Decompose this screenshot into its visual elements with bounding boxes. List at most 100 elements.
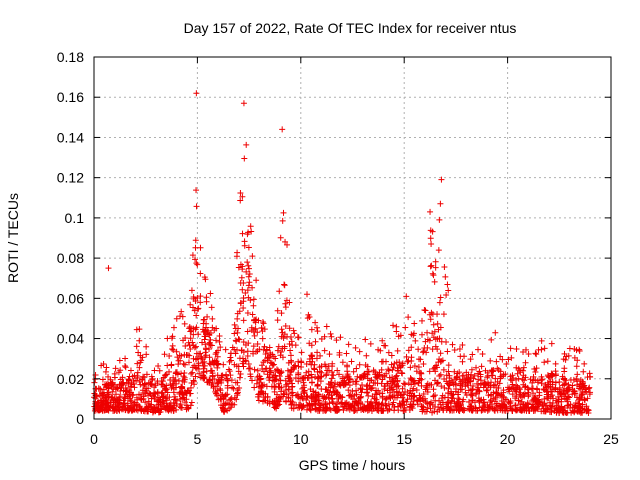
data-point <box>246 279 253 286</box>
data-point <box>438 383 445 390</box>
data-point <box>193 343 200 350</box>
data-point <box>528 404 535 411</box>
data-point <box>289 389 296 396</box>
data-point <box>499 356 506 363</box>
data-point <box>405 347 412 354</box>
data-point <box>164 394 171 401</box>
data-point <box>372 368 379 375</box>
data-point <box>418 376 425 383</box>
data-point <box>329 360 336 367</box>
data-point <box>411 377 418 384</box>
data-point <box>512 386 519 393</box>
data-point <box>282 377 289 384</box>
data-point <box>281 331 288 338</box>
data-point <box>507 404 514 411</box>
data-point <box>308 326 315 333</box>
data-point <box>127 367 134 374</box>
data-point <box>233 338 240 345</box>
data-point <box>564 387 571 394</box>
data-point <box>151 367 158 374</box>
data-point <box>143 343 150 350</box>
data-point <box>186 341 193 348</box>
data-point <box>278 348 285 355</box>
data-point <box>304 393 311 400</box>
data-point <box>181 361 188 368</box>
data-point <box>295 401 302 408</box>
data-point <box>199 339 206 346</box>
data-point <box>350 368 357 375</box>
data-point <box>278 368 285 375</box>
data-point <box>522 401 529 408</box>
data-point <box>328 375 335 382</box>
data-point <box>146 390 153 397</box>
data-point <box>203 320 210 327</box>
data-point <box>420 360 427 367</box>
data-point <box>290 327 297 334</box>
data-point <box>167 377 174 384</box>
data-point <box>440 405 447 412</box>
data-point <box>155 362 162 369</box>
data-point <box>200 316 207 323</box>
data-point <box>520 364 527 371</box>
data-point <box>456 346 463 353</box>
data-point <box>407 364 414 371</box>
data-point <box>192 237 199 244</box>
data-point <box>525 386 532 393</box>
data-point <box>532 369 539 376</box>
data-point <box>140 373 147 380</box>
data-point <box>190 378 197 385</box>
data-point <box>541 359 548 366</box>
data-point <box>323 386 330 393</box>
data-point <box>393 359 400 366</box>
data-point <box>318 385 325 392</box>
data-point <box>193 90 200 97</box>
data-point <box>522 359 529 366</box>
data-point <box>431 328 438 335</box>
data-point <box>327 330 334 337</box>
data-point <box>234 379 241 386</box>
data-point <box>418 403 425 410</box>
data-point <box>561 350 568 357</box>
data-point <box>289 383 296 390</box>
data-point <box>386 405 393 412</box>
data-point <box>206 360 213 367</box>
data-point <box>494 378 501 385</box>
data-point <box>123 388 130 395</box>
data-point <box>520 367 527 374</box>
data-point <box>367 340 374 347</box>
data-point <box>228 350 235 357</box>
data-point <box>428 381 435 388</box>
data-point <box>193 187 200 194</box>
data-point <box>310 398 317 405</box>
data-point <box>236 336 243 343</box>
data-point <box>215 379 222 386</box>
data-point <box>485 381 492 388</box>
axes <box>93 56 612 420</box>
data-point <box>180 360 187 367</box>
data-point <box>259 335 266 342</box>
data-point <box>451 368 458 375</box>
data-point <box>350 407 357 414</box>
data-point <box>302 374 309 381</box>
data-point <box>388 352 395 359</box>
data-point <box>253 277 260 284</box>
data-point <box>497 353 504 360</box>
data-point <box>339 399 346 406</box>
data-point <box>287 376 294 383</box>
data-point <box>321 347 328 354</box>
data-point <box>230 385 237 392</box>
data-point <box>281 282 288 289</box>
data-point <box>217 344 224 351</box>
data-point <box>197 244 204 251</box>
data-point <box>276 373 283 380</box>
data-point <box>454 402 461 409</box>
data-point <box>432 264 439 271</box>
data-point <box>204 313 211 320</box>
data-point <box>436 335 443 342</box>
data-point <box>197 293 204 300</box>
data-point <box>145 403 152 410</box>
data-point <box>229 344 236 351</box>
data-point <box>353 387 360 394</box>
data-point <box>342 380 349 387</box>
data-point <box>527 376 534 383</box>
